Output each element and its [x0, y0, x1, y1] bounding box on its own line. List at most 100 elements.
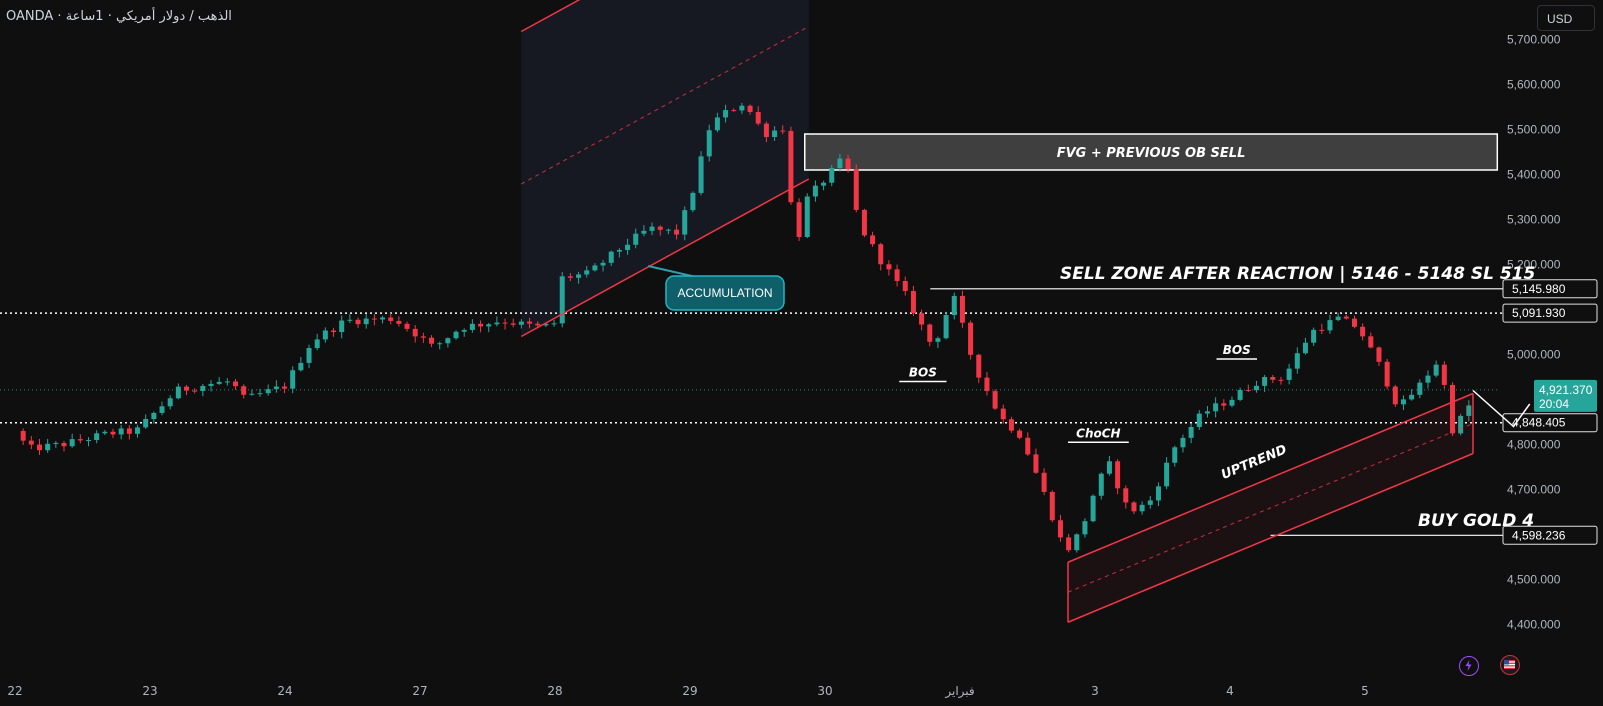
candle-body: [420, 336, 426, 338]
candle-body: [273, 386, 279, 390]
symbol-title: OANDA · الذهب / دولار أمريكي · 1ساعة: [6, 9, 232, 24]
candle-body: [886, 264, 892, 270]
candle-body: [380, 317, 386, 320]
candle-body: [731, 110, 737, 112]
candle-body: [821, 182, 827, 186]
candle-body: [510, 323, 516, 325]
candle-body: [551, 323, 557, 325]
candle-body: [1458, 415, 1464, 434]
candle-body: [1302, 342, 1308, 354]
y-tick-label: 5,200.000: [1507, 258, 1561, 272]
x-tick-label: 29: [682, 684, 697, 698]
candle-body: [1392, 386, 1398, 405]
candle-body: [576, 274, 582, 278]
x-tick-label: فبراير: [944, 684, 974, 699]
y-tick-label: 5,400.000: [1507, 168, 1561, 182]
candle-body: [1180, 437, 1186, 448]
lightning-icon[interactable]: [1459, 656, 1479, 676]
candle-body: [919, 313, 925, 325]
candle-body: [224, 381, 230, 383]
x-tick-label: 4: [1226, 684, 1234, 698]
candle-body: [943, 315, 949, 339]
last-price-value: 4,921.370: [1539, 383, 1593, 397]
candle-body: [233, 381, 239, 387]
last-price-countdown: 20:04: [1539, 397, 1569, 411]
candle-body: [1343, 316, 1349, 319]
candle-body: [290, 370, 296, 389]
candle-body: [772, 130, 778, 137]
candle-body: [796, 202, 802, 237]
candle-body: [1017, 430, 1023, 438]
candle-body: [110, 431, 116, 435]
x-tick-label: 23: [142, 684, 157, 698]
candle-body: [1106, 461, 1112, 474]
accumulation-callout-box: [665, 275, 785, 311]
candle-body: [518, 321, 524, 325]
price-level-tag: [1502, 279, 1598, 299]
candle-body: [314, 339, 320, 349]
candle-body: [1131, 502, 1137, 512]
candle-body: [1449, 384, 1455, 434]
candle-body: [584, 270, 590, 275]
candle-body: [959, 295, 965, 323]
candle-body: [1245, 389, 1251, 391]
candle-body: [265, 389, 271, 394]
candle-body: [992, 391, 998, 409]
candle-body: [1066, 537, 1072, 551]
structure-label: BOS: [909, 366, 937, 380]
candle-body: [935, 338, 941, 342]
candle-body: [870, 235, 876, 245]
candle-body: [812, 185, 818, 197]
candle-body: [143, 419, 149, 428]
candle-body: [1090, 495, 1096, 522]
candle-body: [249, 393, 255, 395]
candle-body: [331, 330, 337, 333]
candle-body: [322, 330, 328, 340]
candle-body: [486, 324, 492, 327]
x-tick-label: 3: [1091, 684, 1099, 698]
candle-body: [788, 130, 794, 203]
candle-body: [159, 406, 165, 413]
candle-body: [502, 322, 508, 324]
uptrend-channel-mid: [1067, 423, 1474, 593]
candle-body: [1057, 520, 1063, 538]
candle-body: [175, 386, 181, 399]
candle-body: [192, 390, 198, 392]
us-flag-icon[interactable]: [1500, 655, 1520, 675]
candle-body: [608, 251, 614, 263]
last-price-tag: [1534, 379, 1597, 412]
currency-button[interactable]: USD: [1537, 5, 1595, 31]
candle-body: [1384, 361, 1390, 387]
accumulation-channel-upper: [520, 0, 581, 33]
projection-path: [1472, 389, 1531, 428]
candle-body: [780, 130, 786, 132]
candle-body: [1049, 491, 1055, 521]
candle-body: [698, 156, 704, 193]
y-tick-label: 5,700.000: [1507, 33, 1561, 47]
candle-body: [559, 276, 565, 324]
candle-body: [902, 281, 908, 292]
fvg-zone-label: FVG + PREVIOUS OB SELL: [1057, 146, 1246, 161]
candle-body: [665, 229, 671, 231]
candle-body: [208, 383, 214, 386]
candle-body: [306, 348, 312, 363]
candle-body: [1319, 329, 1325, 331]
uptrend-channel-lower: [1067, 452, 1474, 623]
candle-body: [45, 443, 51, 451]
candle-body: [1351, 318, 1357, 327]
x-tick-label: 30: [817, 684, 832, 698]
candle-body: [94, 433, 100, 441]
candle-body: [1262, 377, 1268, 386]
candle-body: [1466, 405, 1472, 416]
buy-gold-label: BUY GOLD 4: [1418, 511, 1535, 531]
structure-label: ChoCH: [1076, 426, 1120, 440]
candle-body: [951, 295, 957, 316]
candle-body: [763, 123, 769, 137]
candle-body: [739, 105, 745, 111]
candle-body: [396, 320, 402, 324]
candle-body: [339, 320, 345, 333]
candle-body: [1286, 368, 1292, 380]
y-tick-label: 5,500.000: [1507, 123, 1561, 137]
candle-body: [1327, 320, 1333, 331]
